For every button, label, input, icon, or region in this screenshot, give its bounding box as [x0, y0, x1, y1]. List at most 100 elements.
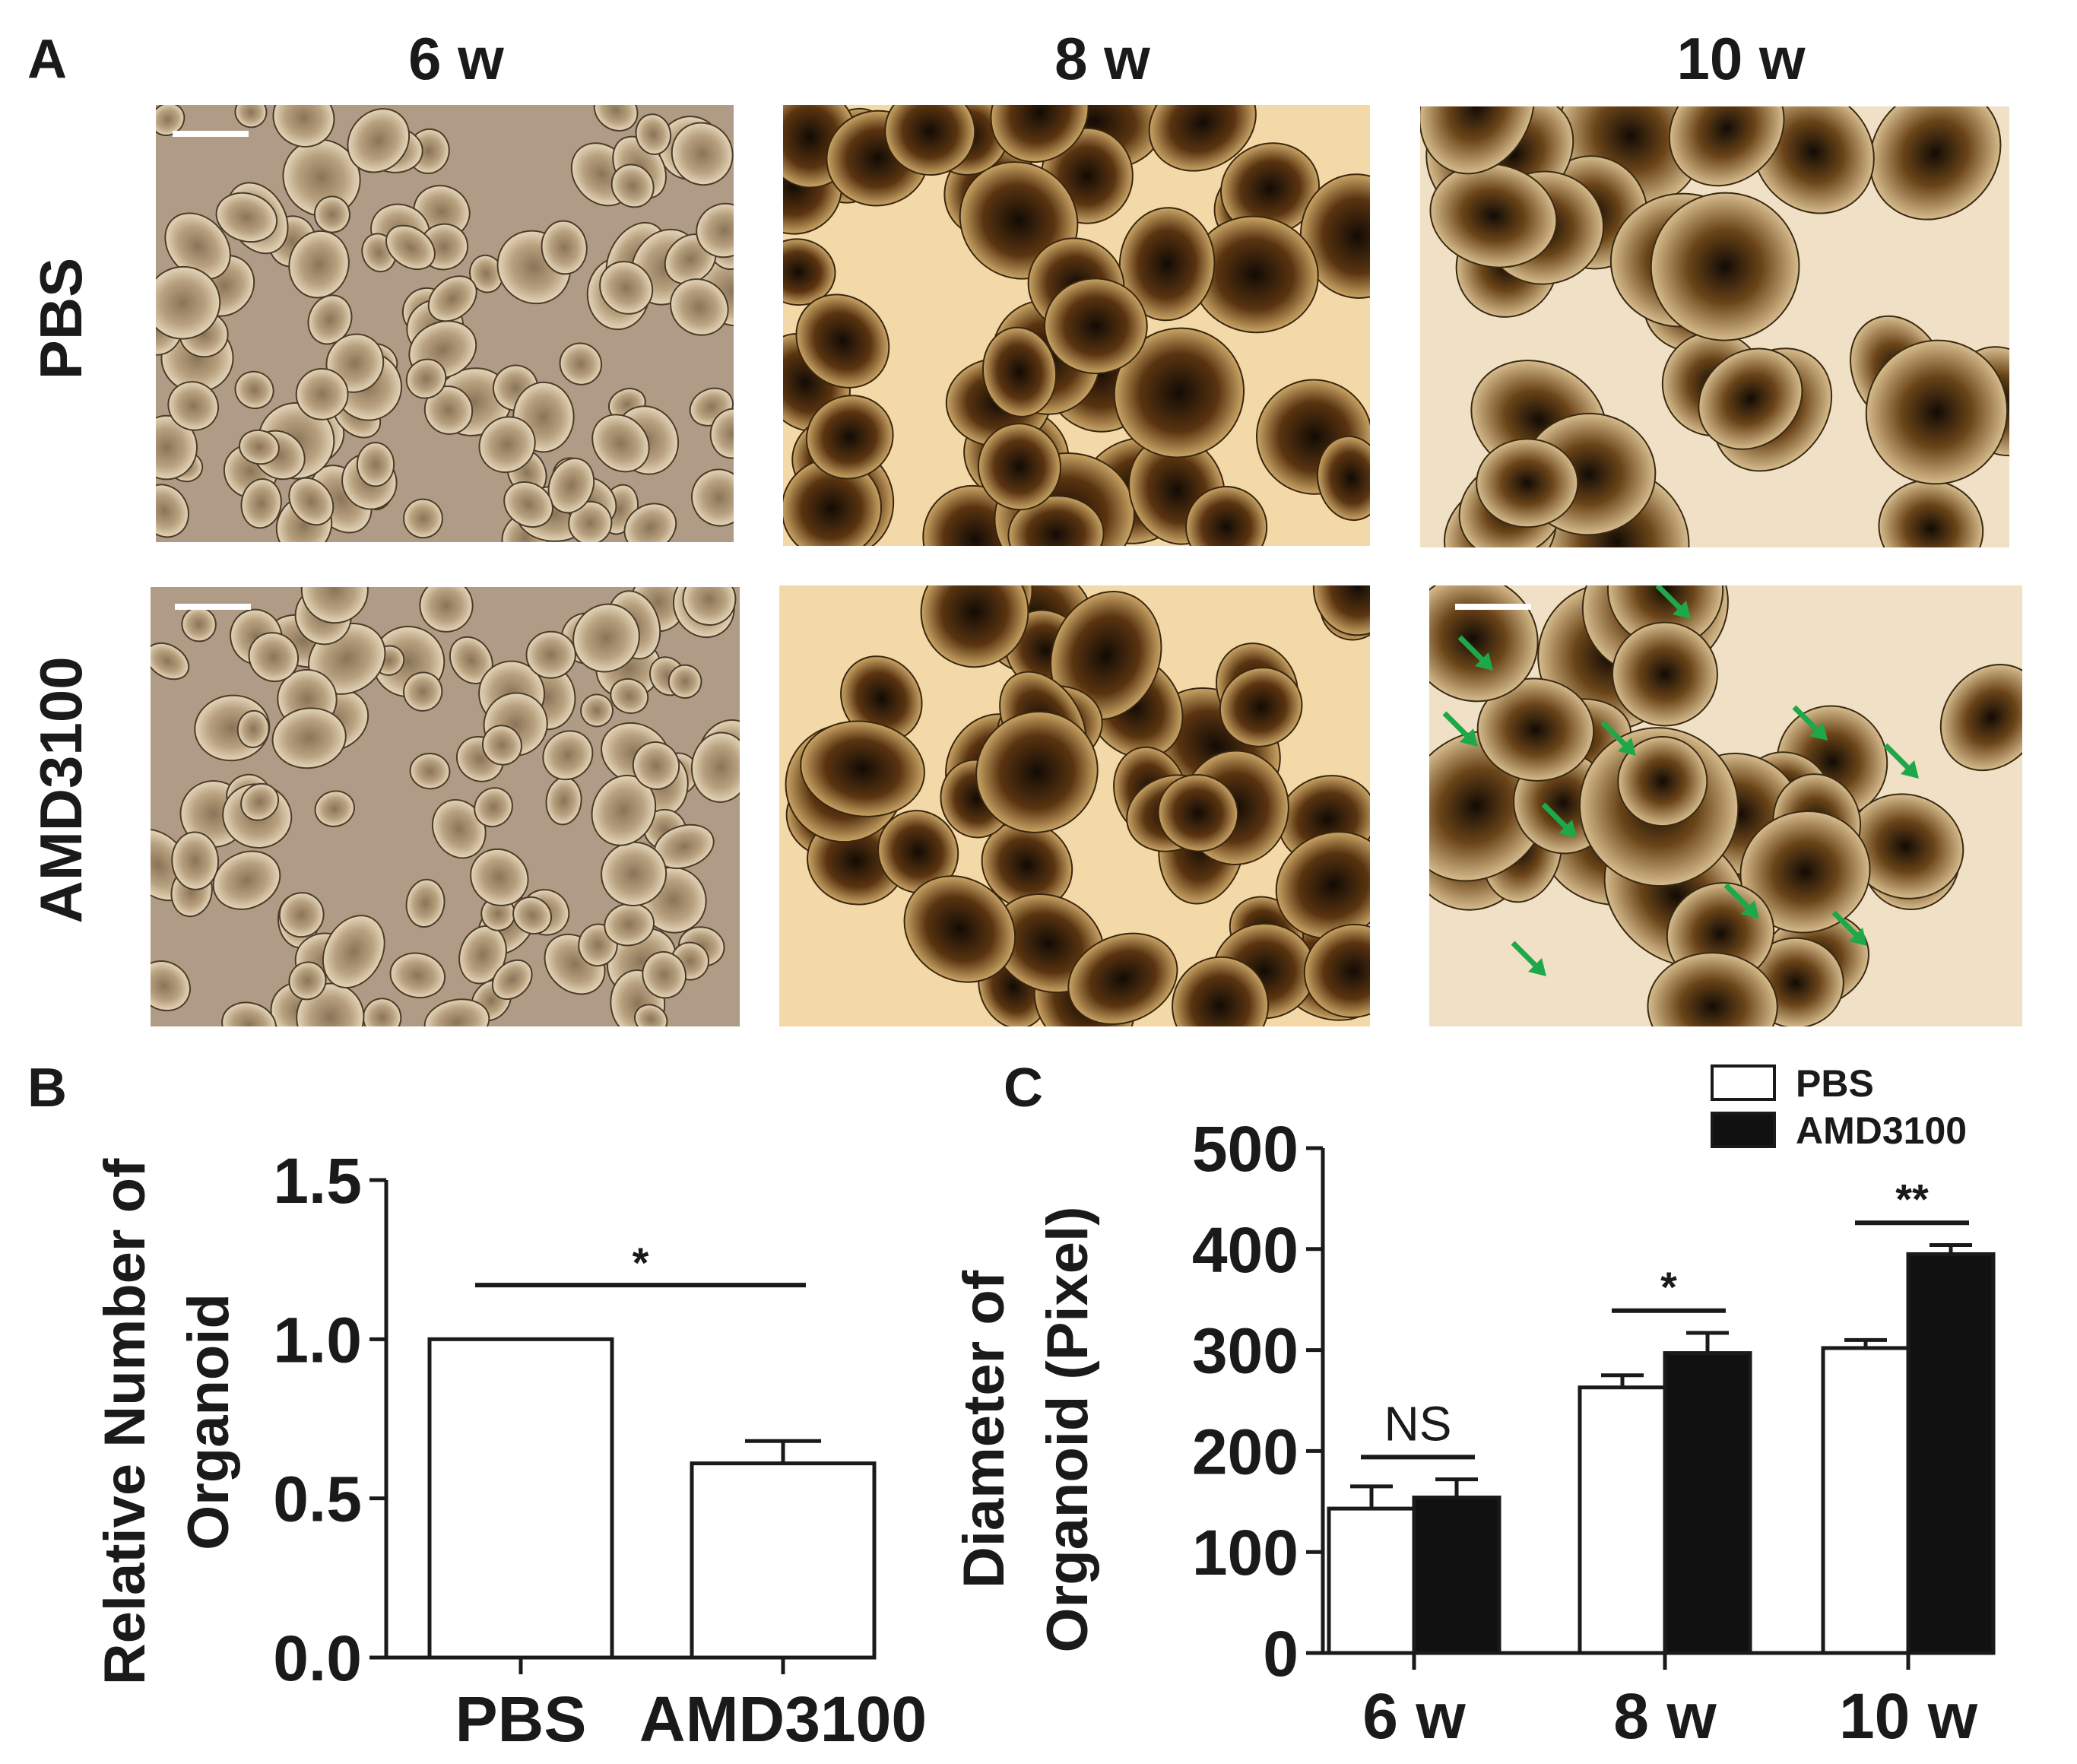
micrograph-amd3100-8w: [779, 585, 1370, 1026]
organoid: [981, 326, 1058, 417]
micrograph-pbs-8w: [783, 105, 1370, 546]
organoid: [1303, 923, 1370, 1018]
chart-c-y-label: Diameter of: [952, 1270, 1016, 1588]
organoid: [300, 587, 369, 624]
organoid: [271, 707, 347, 769]
organoid: [1650, 192, 1800, 341]
organoid: [181, 606, 217, 642]
chart-c-bar-1-2: [1906, 1252, 1996, 1655]
organoid: [474, 787, 513, 828]
organoid: [481, 725, 522, 766]
chart-c-significance-label: *: [1660, 1263, 1677, 1311]
organoid: [240, 478, 282, 529]
organoid: [405, 358, 447, 399]
green-arrow-head: [1475, 652, 1493, 671]
organoid: [151, 960, 191, 1012]
organoid: [409, 753, 451, 790]
organoid: [920, 585, 1029, 668]
organoid: [389, 952, 446, 999]
scale-bar: [1455, 604, 1531, 610]
organoid: [903, 875, 1016, 983]
chart-b-significance-label: *: [633, 1239, 649, 1287]
chart-c-legend-swatch-1: [1711, 1112, 1776, 1148]
organoid: [800, 720, 925, 817]
micrograph-amd3100-8w-art: [779, 585, 1370, 1026]
organoid: [1865, 339, 2009, 485]
organoid: [156, 414, 198, 481]
organoid: [682, 587, 737, 626]
organoid: [478, 416, 536, 474]
organoid: [1939, 663, 2022, 772]
chart-b-y-label: Relative Number of: [93, 1158, 157, 1685]
organoid: [591, 414, 650, 473]
micrograph-amd3100-6w: [151, 587, 740, 1026]
organoid: [670, 278, 729, 336]
organoid: [423, 998, 490, 1026]
organoid: [288, 961, 327, 1001]
organoid: [1647, 952, 1778, 1026]
organoid: [559, 342, 603, 385]
green-arrow-head: [1618, 738, 1636, 756]
organoid: [278, 892, 325, 938]
organoid: [234, 105, 268, 128]
organoid: [272, 105, 335, 148]
organoid: [164, 212, 231, 281]
organoid: [981, 820, 1073, 910]
green-arrow-head: [1460, 728, 1478, 747]
micrograph-pbs-10w: [1420, 106, 2009, 547]
column-header-10w: 10 w: [1676, 25, 1806, 92]
organoid: [593, 105, 639, 132]
chart-c-x-tick-label: 8 w: [1613, 1680, 1717, 1752]
organoid: [236, 709, 270, 748]
organoid: [248, 632, 300, 683]
chart-c-y-tick-label: 200: [1192, 1416, 1299, 1487]
green-arrow-head: [1741, 900, 1759, 918]
chart-c-y-tick-label: 100: [1192, 1517, 1299, 1588]
micrograph-pbs-8w-art: [783, 105, 1370, 546]
organoid: [884, 105, 976, 176]
organoid: [385, 224, 436, 271]
micrograph-pbs-6w: [156, 105, 734, 542]
green-arrow: [1442, 711, 1473, 741]
chart-c-legend-label-1: AMD3100: [1796, 1109, 1967, 1152]
organoid: [295, 368, 349, 420]
organoid: [313, 195, 350, 233]
organoid: [403, 498, 443, 539]
organoid: [1668, 106, 1785, 187]
green-arrow: [1511, 941, 1541, 971]
organoid: [1118, 207, 1216, 322]
organoid: [795, 293, 890, 389]
green-arrow-head: [1901, 760, 1919, 779]
micrograph-amd3100-10w-art: [1429, 585, 2022, 1026]
chart-b-bar-1: [690, 1461, 877, 1660]
organoid: [1312, 585, 1370, 636]
green-arrow: [1541, 802, 1571, 833]
micrograph-amd3100-6w-art: [151, 587, 740, 1026]
organoid: [1476, 438, 1579, 528]
organoid: [1044, 278, 1148, 375]
panel-letter-b: B: [27, 1058, 67, 1118]
organoid: [667, 664, 702, 699]
chart-b-y-tick-label: 1.5: [273, 1145, 362, 1217]
chart-c-diameter: 0 100 200 300 400 500 Diameter of Organoid (Pix…: [952, 1062, 1996, 1752]
organoid: [1617, 735, 1708, 827]
organoid: [610, 677, 649, 714]
organoid: [356, 442, 395, 487]
organoid: [1219, 667, 1303, 747]
organoid: [975, 711, 1099, 833]
chart-b-bar-0: [427, 1337, 614, 1660]
organoid: [623, 503, 677, 542]
organoid: [512, 896, 552, 934]
panel-letter-c: C: [1004, 1058, 1043, 1118]
organoid: [1698, 347, 1803, 450]
green-arrow-head: [1528, 958, 1546, 976]
green-arrow: [1723, 883, 1754, 913]
green-arrow: [1831, 910, 1862, 941]
green-arrow: [1655, 585, 1685, 614]
chart-c-bar-0-2: [1821, 1346, 1911, 1655]
organoid: [156, 484, 189, 538]
organoid: [503, 481, 553, 528]
micrograph-amd3100-10w: [1429, 585, 2022, 1026]
organoid: [307, 294, 353, 345]
chart-c-y-tick-label: 400: [1192, 1214, 1299, 1286]
